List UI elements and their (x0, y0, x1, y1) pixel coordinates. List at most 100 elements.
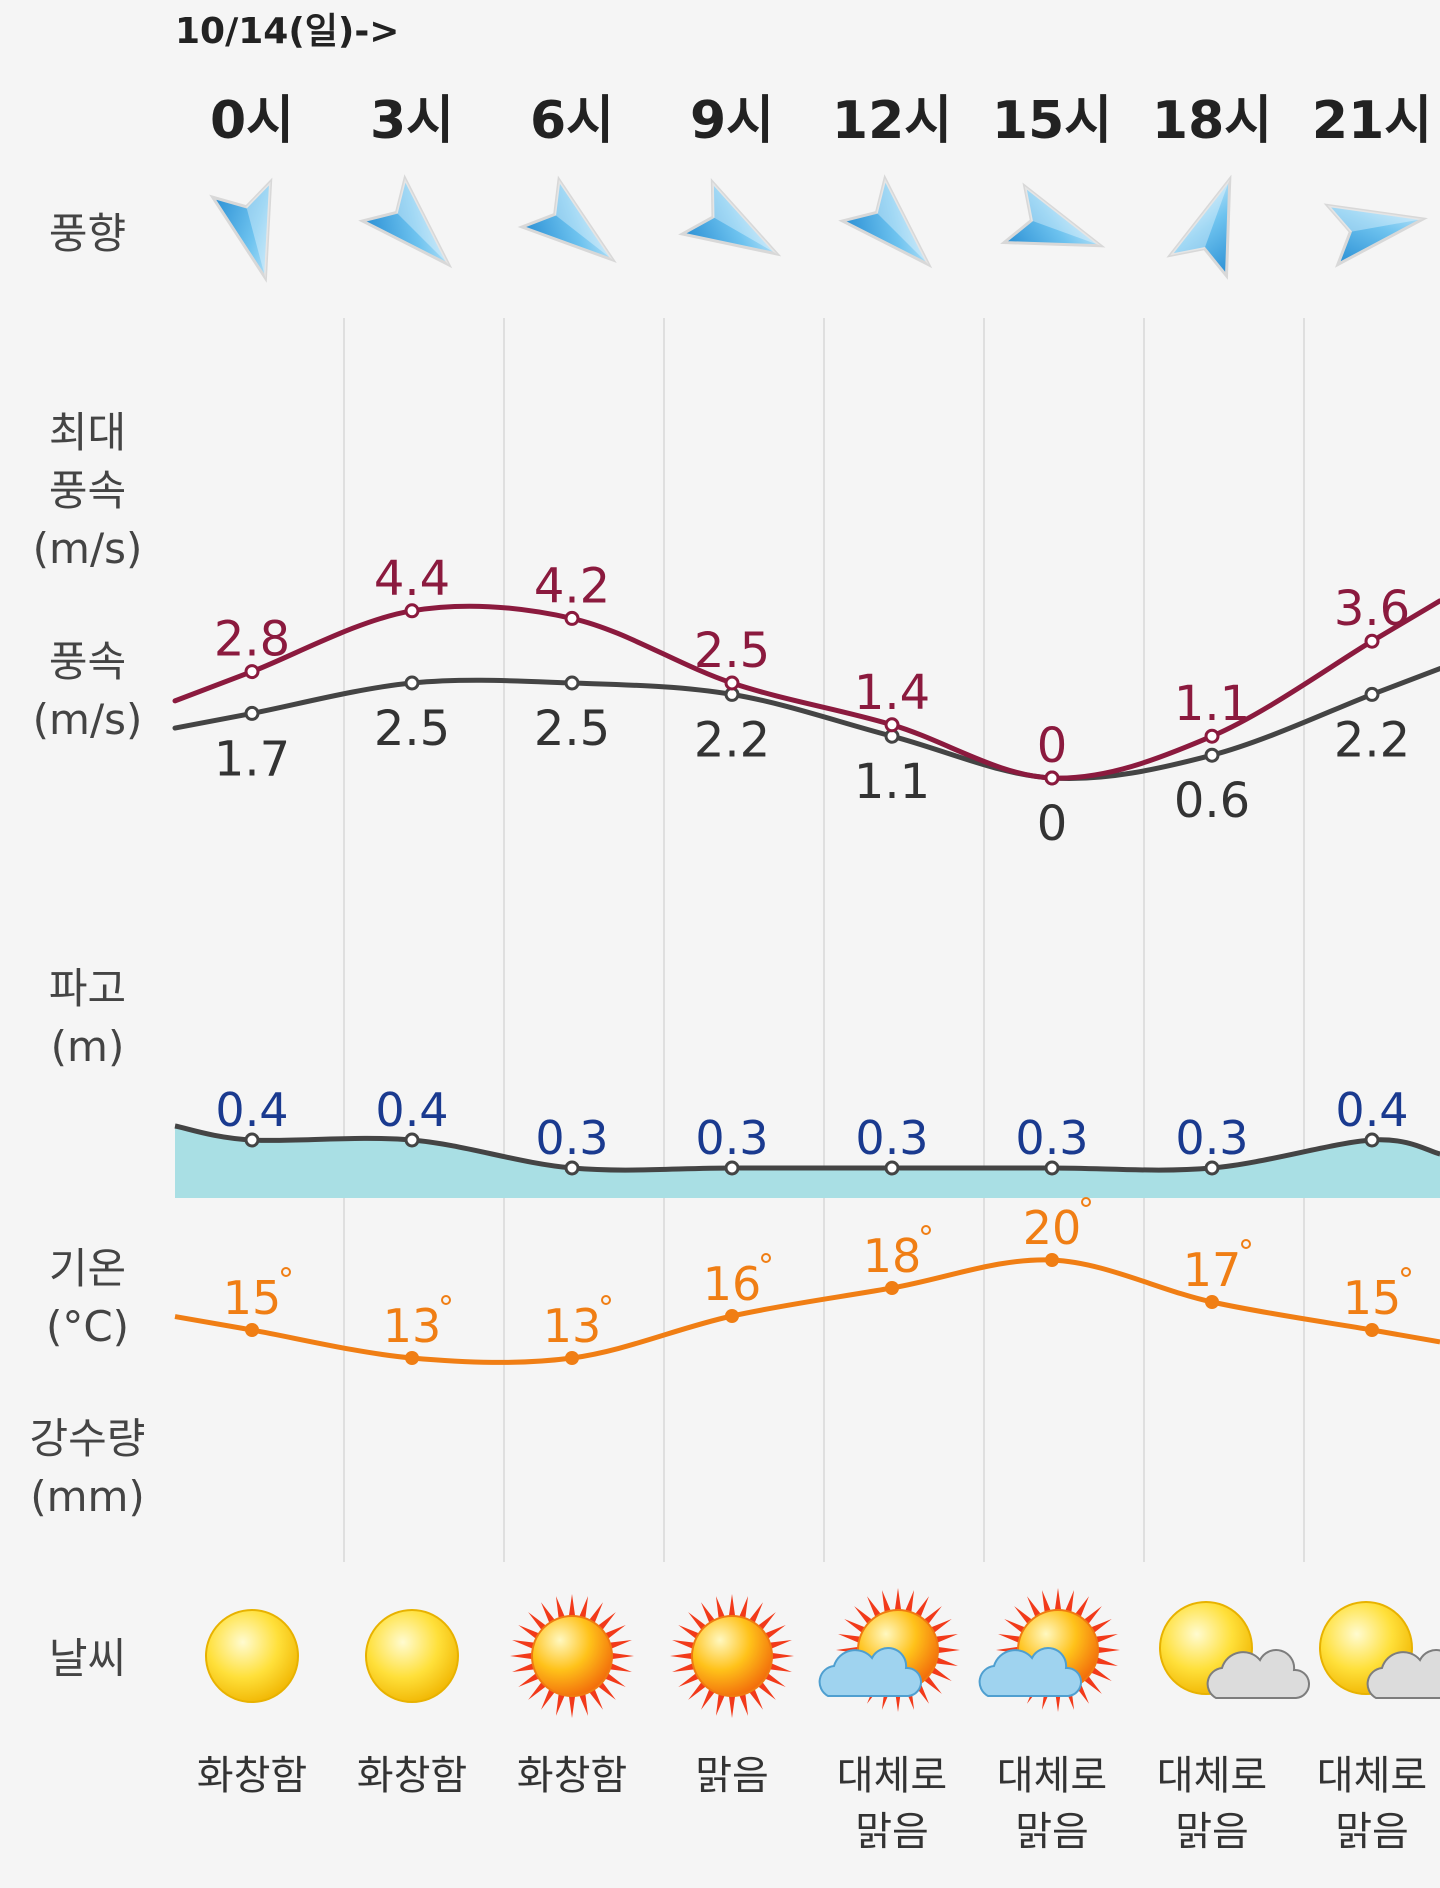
row-label-text: 강수량 (29, 1414, 146, 1463)
sun-ray (603, 1671, 626, 1687)
sun-ray (894, 1588, 902, 1613)
row-label-text: (°C) (45, 1302, 130, 1351)
wind-arrow-icon (1323, 203, 1428, 268)
wind-arrow-icon (1166, 174, 1232, 280)
max-wind-value-label: 2.8 (214, 612, 290, 668)
wave-height-value-label: 0.4 (1335, 1083, 1408, 1137)
sun-ray (738, 1691, 749, 1716)
weather-label: 화창함 (497, 1748, 647, 1804)
sun-ray (528, 1612, 548, 1632)
sun-ray (672, 1639, 697, 1650)
sun-ray (587, 1687, 603, 1710)
sun-ray (933, 1656, 958, 1667)
row-label-text: 풍속 (48, 637, 127, 686)
weather-label-line: 대체로 (1316, 1753, 1428, 1799)
sun-ray (933, 1633, 958, 1644)
sun-ray (1095, 1646, 1120, 1654)
weather-label-line: 화창함 (196, 1753, 308, 1799)
wind-speed-point (1364, 686, 1380, 702)
wind-arrow-icon (838, 174, 933, 269)
sun-ray (767, 1662, 792, 1673)
sun-ray (541, 1602, 557, 1625)
wave-height-point (244, 1132, 260, 1148)
row-label-text: (m/s) (32, 524, 143, 573)
degree-mark (601, 1295, 611, 1305)
weather-label-line: 화창함 (356, 1753, 468, 1799)
max-wind-value-label: 4.2 (534, 558, 610, 614)
sun-ray (935, 1646, 960, 1654)
sun-ray (763, 1671, 786, 1687)
wave-height-point (564, 1160, 580, 1176)
sun-blue-cloud-icon (818, 1588, 960, 1712)
hour-label: 3시 (369, 91, 455, 151)
sun-ray (767, 1639, 792, 1650)
wave-height-value-label: 0.4 (375, 1083, 448, 1137)
sun-ray (763, 1625, 786, 1641)
date-label: 10/14(일)-> (175, 11, 400, 52)
cloud-shape (1206, 1649, 1311, 1699)
sun-icon (205, 1609, 299, 1703)
wind-arrow-icon (209, 177, 273, 283)
sun-ray (929, 1665, 952, 1681)
wind-value-label: 2.2 (1334, 712, 1410, 768)
sun-ray (587, 1602, 603, 1625)
sun-ray (913, 1596, 929, 1619)
hour-label: 9시 (689, 91, 775, 151)
degree-mark (281, 1267, 291, 1277)
wave-height-point (724, 1160, 740, 1176)
temperature-value-label: 13 (543, 1299, 602, 1353)
temperature-point (725, 1309, 739, 1323)
sun-ray (512, 1662, 537, 1673)
sun-ray (596, 1612, 616, 1632)
sun-ray (607, 1662, 632, 1673)
wave-height-value-label: 0.4 (215, 1083, 288, 1137)
sun-ray (998, 1633, 1023, 1644)
row-label-text: 파고 (48, 964, 127, 1013)
temperature-value-label: 13 (383, 1299, 442, 1353)
sun-ray (715, 1596, 726, 1621)
max-wind-speed-point (724, 675, 740, 691)
sun-ray (756, 1612, 776, 1632)
cloud-shape (1366, 1649, 1440, 1699)
wave-height-value-label: 0.3 (535, 1111, 608, 1165)
sun-ray (1014, 1606, 1034, 1626)
wind-speed-point (244, 705, 260, 721)
sun-ray (1041, 1590, 1052, 1615)
sun-ray (715, 1691, 726, 1716)
wave-height-line (174, 1123, 1440, 1173)
temperature-point (565, 1351, 579, 1365)
hour-label: 15시 (991, 91, 1113, 151)
sun-ray (609, 1652, 634, 1660)
sun-ray (688, 1680, 708, 1700)
temperature-value-label: 16 (703, 1257, 762, 1311)
wind-speed-point (1204, 747, 1220, 763)
hour-label: 18시 (1151, 91, 1273, 151)
weather-label-line: 맑음 (1015, 1809, 1089, 1855)
sun-ray (728, 1693, 736, 1718)
bright-sun-icon (510, 1594, 634, 1718)
sun-ray (922, 1674, 942, 1694)
sun-ray (678, 1625, 701, 1641)
wave-height-value-label: 0.3 (855, 1111, 928, 1165)
sun-ray (922, 1606, 942, 1626)
sun-ray (578, 1691, 589, 1716)
sun-ray (578, 1596, 589, 1621)
sun-ray (672, 1662, 697, 1673)
weather-label: 맑음 (657, 1748, 807, 1804)
wave-height-point (1364, 1132, 1380, 1148)
sun-ray (1093, 1633, 1118, 1644)
wave-height-point (884, 1160, 900, 1176)
max-wind-speed-line (172, 598, 1440, 781)
wind-arrow-icon (358, 174, 453, 269)
sun-ray (904, 1590, 915, 1615)
row-label-text: (mm) (30, 1472, 145, 1521)
row-label-wind: 풍속 (m/s) (0, 633, 175, 749)
hour-label: 6시 (529, 91, 615, 151)
wave-height-value-label: 0.3 (1175, 1111, 1248, 1165)
weather-label-line: 대체로 (836, 1753, 948, 1799)
sun-ray (747, 1687, 763, 1710)
temperature-value-label: 18 (863, 1229, 922, 1283)
sun-ray (844, 1619, 867, 1635)
sun-ray (555, 1596, 566, 1621)
